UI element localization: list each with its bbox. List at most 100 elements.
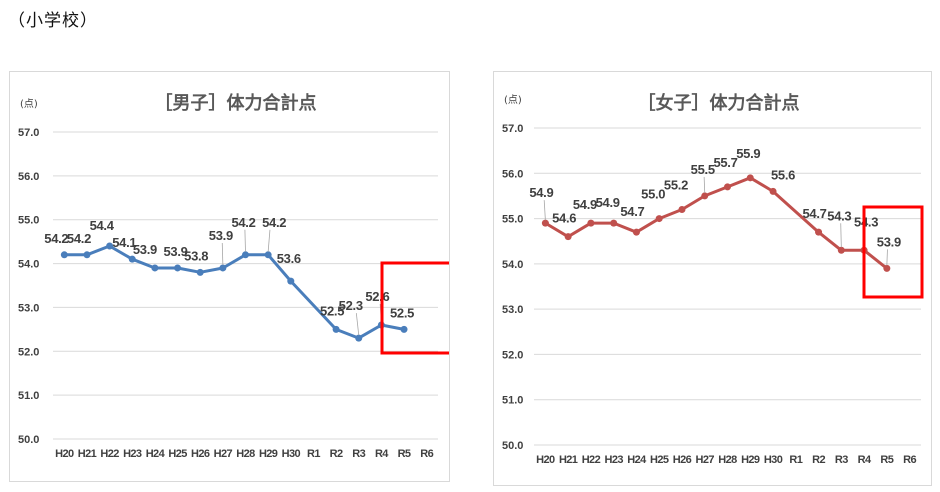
data-point (610, 219, 618, 227)
leader-line (355, 313, 360, 336)
x-tick-label: R5 (398, 448, 411, 460)
data-label: 53.9 (133, 242, 157, 257)
data-point (60, 251, 68, 259)
highlight-box (862, 205, 924, 299)
boys-chart-panel: ［男子］体力合計点 (点) 57.0 56.0 55.0 54.0 53.0 52.0 51.0… (9, 71, 450, 482)
series-line (64, 244, 405, 340)
data-label: 53.8 (184, 248, 208, 263)
data-label: 54.2 (231, 215, 255, 230)
boys-line-chart: ［男子］体力合計点 (点) 57.0 56.0 55.0 54.0 53.0 52.0 51.0… (18, 92, 449, 460)
data-point (332, 325, 340, 333)
data-point (587, 219, 595, 227)
y-tick-label: 55.0 (18, 215, 39, 227)
data-label: 53.9 (209, 228, 233, 243)
data-point (701, 192, 709, 200)
x-tick-label: H26 (191, 448, 210, 460)
data-label: 53.6 (277, 251, 301, 266)
x-tick-label: H29 (259, 448, 278, 460)
data-point (151, 264, 159, 272)
data-point (678, 206, 686, 214)
leader-line (221, 242, 224, 265)
data-point (655, 215, 663, 223)
y-tick-label: 53.0 (18, 302, 39, 314)
data-point (724, 183, 731, 191)
y-tick-label: 52.0 (18, 346, 39, 358)
y-tick-label: 52.0 (502, 349, 523, 361)
x-tick-label: H27 (696, 454, 715, 466)
x-tick-label: R4 (375, 448, 389, 460)
data-point (815, 228, 823, 236)
data-label: 55.7 (713, 155, 737, 170)
x-tick-label: R3 (352, 448, 365, 460)
data-label: 55.2 (664, 178, 688, 193)
x-tick-label: H20 (536, 454, 555, 466)
x-tick-label: H25 (650, 454, 669, 466)
data-point (219, 264, 227, 272)
x-tick-label: H26 (673, 454, 692, 466)
data-label: 54.2 (262, 215, 286, 230)
y-axis-unit: (点) (504, 94, 522, 106)
data-label: 54.3 (854, 214, 878, 229)
girls-line-chart: ［女子］体力合計点 (点) 57.0 56.0 55.0 54.0 53.0 52.0 51.0… (502, 92, 924, 466)
data-point (128, 255, 136, 263)
x-tick-label: R1 (789, 454, 802, 466)
data-label: 54.2 (44, 231, 68, 246)
data-label: 52.5 (390, 305, 414, 320)
y-tick-label: 53.0 (502, 304, 523, 316)
leader-line (840, 223, 842, 248)
x-tick-label: H20 (55, 448, 74, 460)
data-label: 54.2 (67, 231, 91, 246)
data-point (83, 251, 91, 259)
x-tick-label: R6 (903, 454, 916, 466)
y-tick-label: 51.0 (18, 390, 39, 402)
data-point (541, 219, 549, 227)
y-tick-label: 54.0 (18, 259, 39, 271)
leader-line (244, 229, 246, 252)
x-tick-label: H30 (764, 454, 783, 466)
data-label: 54.4 (90, 218, 115, 233)
girls-chart-panel: ［女子］体力合計点 (点) 57.0 56.0 55.0 54.0 53.0 52.0 51.0… (493, 71, 932, 486)
x-tick-label: H28 (718, 454, 737, 466)
data-point (264, 251, 272, 259)
data-label: 55.9 (736, 146, 760, 161)
y-tick-label: 50.0 (502, 440, 523, 452)
data-point (837, 246, 845, 254)
data-point (564, 233, 572, 241)
data-point (287, 277, 295, 285)
highlight-box (380, 261, 449, 355)
data-point (400, 325, 408, 333)
x-tick-label: R4 (858, 454, 872, 466)
y-tick-label: 51.0 (502, 395, 523, 407)
x-tick-label: H22 (100, 448, 119, 460)
y-tick-label: 55.0 (502, 214, 523, 226)
y-tick-label: 57.0 (18, 127, 39, 139)
data-label: 54.1 (112, 235, 136, 250)
x-tick-label: H23 (604, 454, 623, 466)
data-point (242, 251, 249, 259)
data-point (174, 264, 182, 272)
data-label: 55.5 (691, 162, 715, 177)
x-tick-label: H22 (582, 454, 601, 466)
leader-line (543, 200, 546, 221)
x-tick-label: H28 (236, 448, 255, 460)
data-point (196, 268, 204, 276)
x-tick-label: R2 (330, 448, 343, 460)
x-tick-label: R2 (812, 454, 825, 466)
x-tick-label: H27 (214, 448, 233, 460)
x-tick-label: H25 (168, 448, 187, 460)
data-label: 54.9 (573, 197, 597, 212)
data-point (632, 228, 640, 236)
x-tick-label: R5 (880, 454, 893, 466)
x-tick-label: R1 (307, 448, 320, 460)
data-point (106, 242, 114, 250)
data-label: 55.6 (771, 167, 795, 182)
data-label: 53.9 (164, 244, 188, 259)
y-axis-unit: (点) (20, 98, 38, 110)
data-label: 52.3 (339, 298, 363, 313)
data-point (769, 187, 777, 195)
data-label: 53.9 (877, 234, 901, 249)
y-tick-label: 57.0 (502, 123, 523, 135)
x-tick-label: R6 (420, 448, 433, 460)
data-label: 52.6 (365, 289, 389, 304)
data-label: 54.7 (620, 204, 644, 219)
